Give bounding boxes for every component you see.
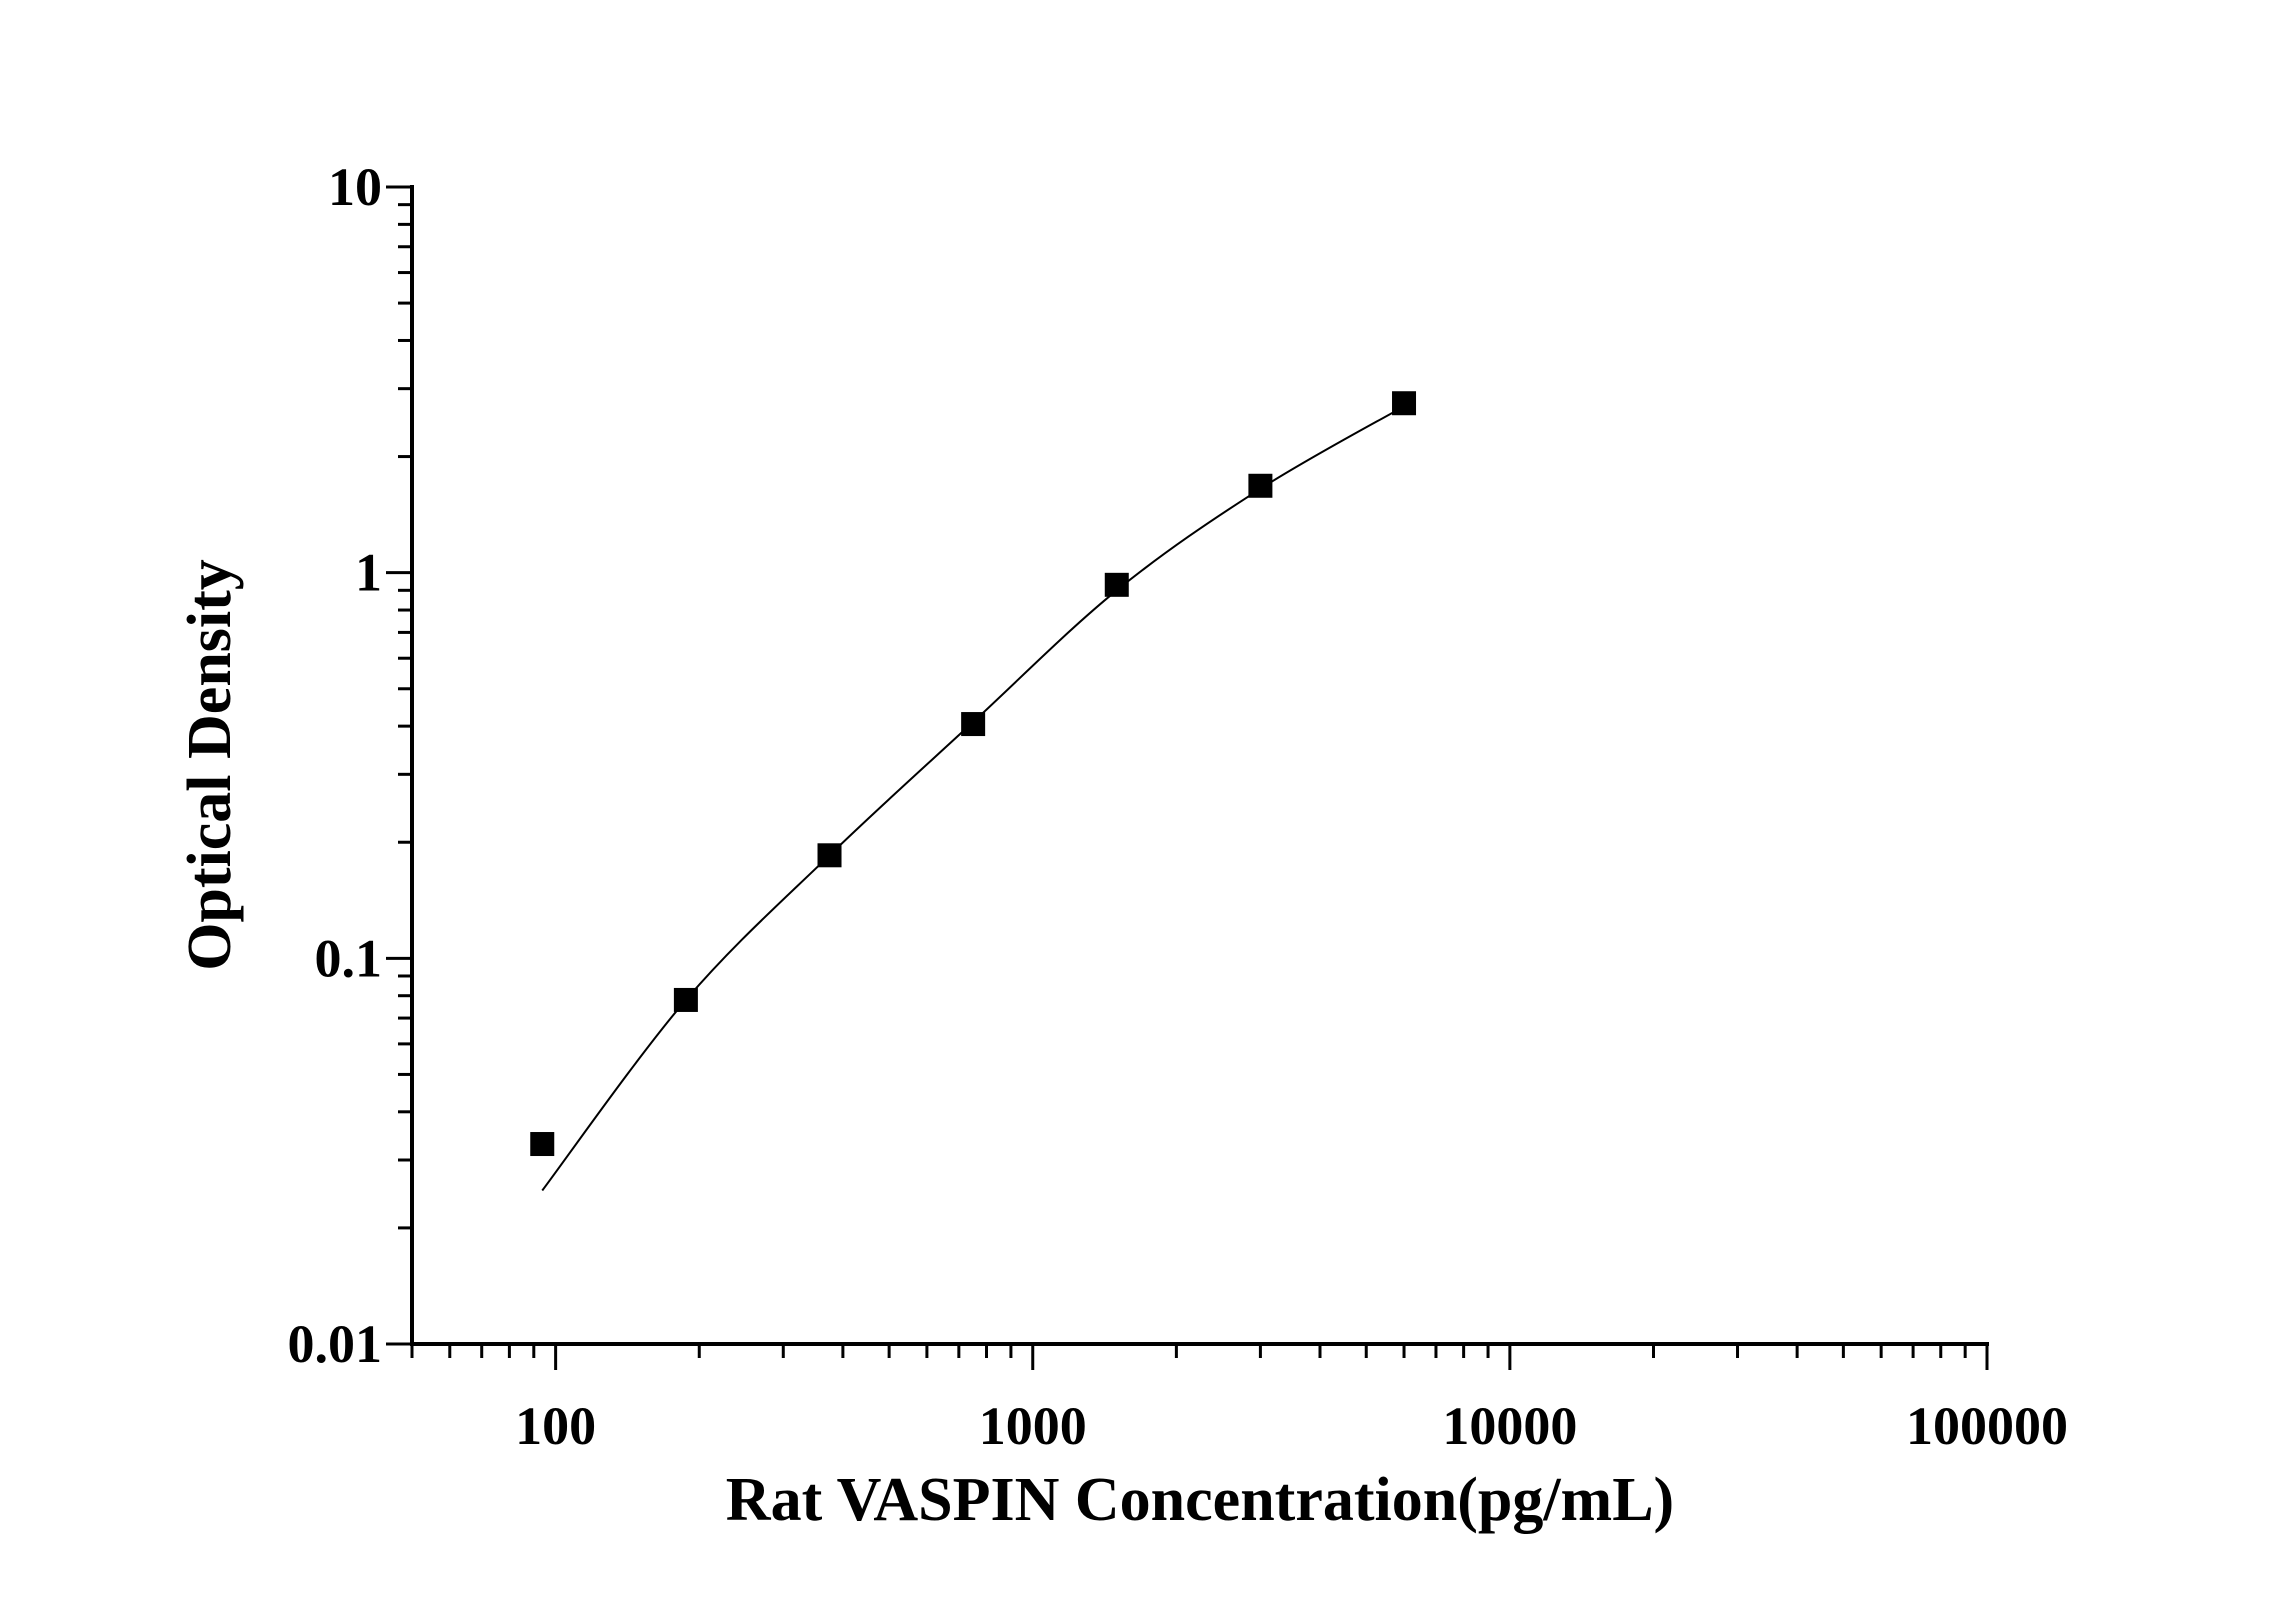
y-tick-label: 0.01 <box>288 1314 383 1374</box>
data-point <box>817 843 842 868</box>
x-axis-title: Rat VASPIN Concentration(pg/mL) <box>726 1466 1674 1534</box>
x-tick-label: 1000 <box>979 1396 1087 1456</box>
data-point <box>1248 473 1273 498</box>
y-axis-title: Optical Density <box>176 559 244 971</box>
ticks <box>386 185 1989 1370</box>
y-tick-label: 1 <box>355 543 382 603</box>
data-point <box>673 987 698 1012</box>
y-tick-label: 0.1 <box>315 928 383 988</box>
y-tick-label: 10 <box>328 157 382 217</box>
data-point <box>1104 572 1129 597</box>
x-tick-label: 10000 <box>1442 1396 1577 1456</box>
data-point <box>530 1132 555 1157</box>
axes <box>410 185 1989 1346</box>
data-point <box>961 712 986 737</box>
data-points <box>530 391 1417 1157</box>
data-point <box>1392 391 1417 416</box>
fit-curve <box>541 405 1405 1192</box>
x-tick-label: 100 <box>515 1396 596 1456</box>
x-tick-label: 100000 <box>1906 1396 2068 1456</box>
tick-labels: 100 1000 10000 100000 0.01 0.1 1 10 <box>288 157 2069 1456</box>
